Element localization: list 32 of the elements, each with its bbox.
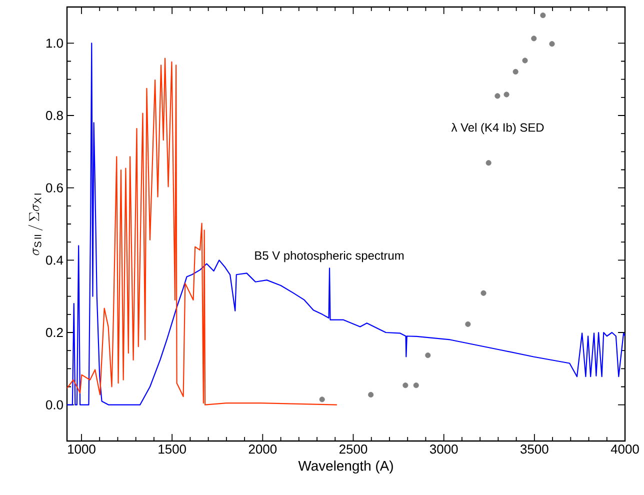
x-tick-label: 1500: [158, 444, 186, 454]
x-tick-label: 2500: [340, 444, 368, 454]
point: [402, 382, 408, 388]
point: [522, 58, 528, 64]
x-tick-label: 3000: [430, 444, 458, 454]
x-tick-label: 2000: [248, 444, 277, 454]
y-tick-label: 0.8: [46, 110, 63, 120]
point: [486, 160, 492, 166]
y-tick-label: 0.4: [46, 256, 64, 265]
text: λ Vel (K4 Ib) SED: [451, 122, 544, 134]
point: [368, 392, 374, 398]
point: [549, 41, 555, 47]
point: [425, 352, 431, 358]
y-tick-label: 0.2: [46, 328, 63, 338]
point: [512, 68, 518, 75]
point: [494, 93, 500, 99]
point: [465, 321, 471, 327]
y-tick-label: 0.0: [46, 400, 63, 410]
y-axis-title: $\sigma_{\mathrm{S\,II}}\,/\,\Sigma\sigma_{\mathrm{X\,I}}$: [28, 194, 43, 256]
point: [540, 12, 546, 18]
point: [480, 290, 486, 296]
point: [504, 92, 510, 98]
x-tick-label: 4000: [610, 444, 639, 454]
x-tick-label: 1000: [68, 444, 96, 454]
series-label: B5 V photospheric spectrum: [255, 250, 404, 262]
point: [531, 36, 537, 42]
x-tick-label: 3500: [520, 444, 548, 454]
point: [319, 396, 325, 402]
y-tick-label: 0.6: [46, 183, 63, 192]
x-axis-title: Wavelength (A): [298, 460, 393, 474]
y-tick-label: 1.0: [46, 38, 63, 48]
point: [413, 382, 419, 388]
